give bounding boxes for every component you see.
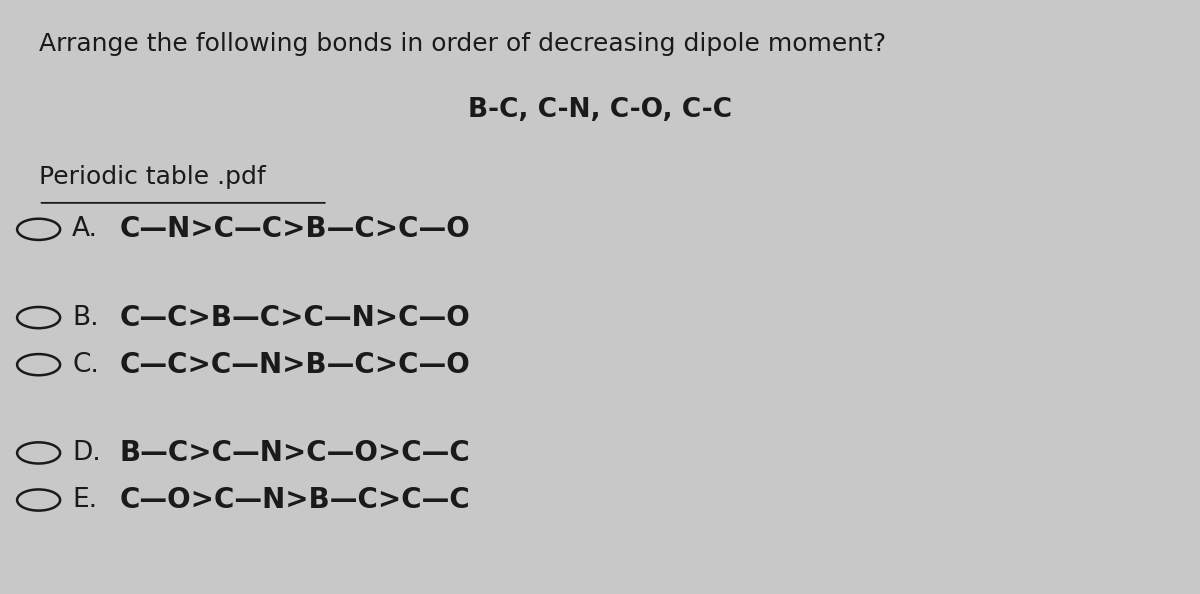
Text: B.: B. <box>72 305 98 331</box>
Text: C—O>C—N>B—C>C—C: C—O>C—N>B—C>C—C <box>120 486 470 514</box>
Text: C—N>C—C>B—C>C—O: C—N>C—C>B—C>C—O <box>120 216 470 244</box>
Text: C.: C. <box>72 352 98 378</box>
Text: C—C>B—C>C—N>C—O: C—C>B—C>C—N>C—O <box>120 304 470 331</box>
Text: Periodic table .pdf: Periodic table .pdf <box>38 165 265 189</box>
Text: C—C>C—N>B—C>C—O: C—C>C—N>B—C>C—O <box>120 350 470 378</box>
Text: B—C>C—N>C—O>C—C: B—C>C—N>C—O>C—C <box>120 439 470 467</box>
Text: B-C, C-N, C-O, C-C: B-C, C-N, C-O, C-C <box>468 97 732 123</box>
Text: D.: D. <box>72 440 101 466</box>
Text: A.: A. <box>72 216 98 242</box>
Text: E.: E. <box>72 487 97 513</box>
Text: Arrange the following bonds in order of decreasing dipole moment?: Arrange the following bonds in order of … <box>38 32 886 56</box>
